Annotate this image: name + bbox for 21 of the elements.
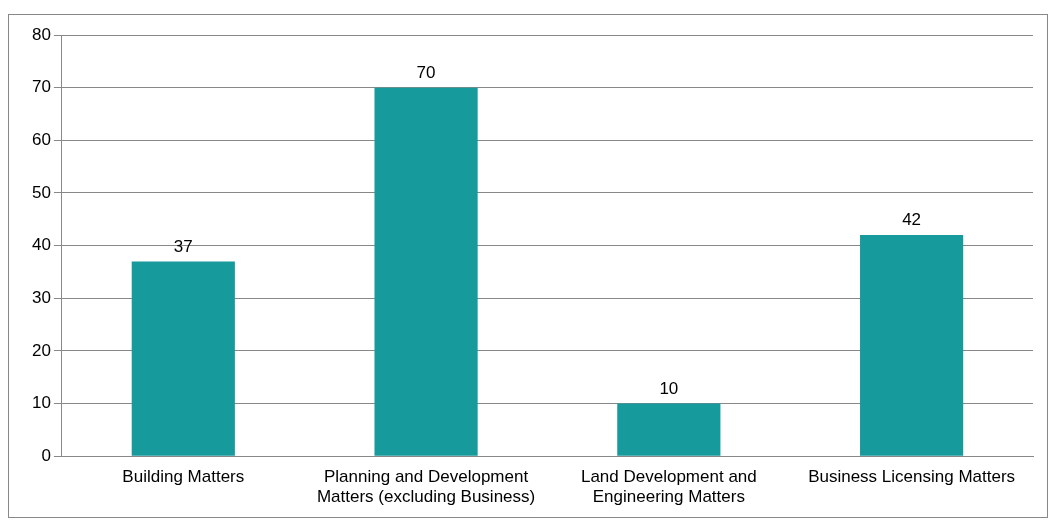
bar xyxy=(617,403,721,456)
data-label: 42 xyxy=(902,210,922,230)
x-tick-label: Planning and Development Matters (excluding Business) xyxy=(316,467,536,507)
y-tick-label: 30 xyxy=(31,287,51,307)
y-tick-label: 70 xyxy=(31,77,51,97)
x-tick-label: Business Licensing Matters xyxy=(808,467,1016,487)
y-tick-label: 60 xyxy=(31,129,51,149)
data-label: 10 xyxy=(659,378,679,398)
y-tick-label: 40 xyxy=(31,235,51,255)
data-label: 37 xyxy=(173,236,193,256)
x-tick-label: Building Matters xyxy=(122,467,245,487)
y-tick-label: 80 xyxy=(31,24,51,44)
bar xyxy=(860,235,964,456)
y-tick-label: 50 xyxy=(31,182,51,202)
bar xyxy=(374,87,478,456)
y-tick-label: 20 xyxy=(31,340,51,360)
data-label: 70 xyxy=(416,62,436,82)
y-tick-label: 0 xyxy=(41,445,51,465)
bar xyxy=(131,261,235,456)
x-tick-label: Land Development and Engineering Matters xyxy=(580,467,757,507)
y-tick-label: 10 xyxy=(31,393,51,413)
